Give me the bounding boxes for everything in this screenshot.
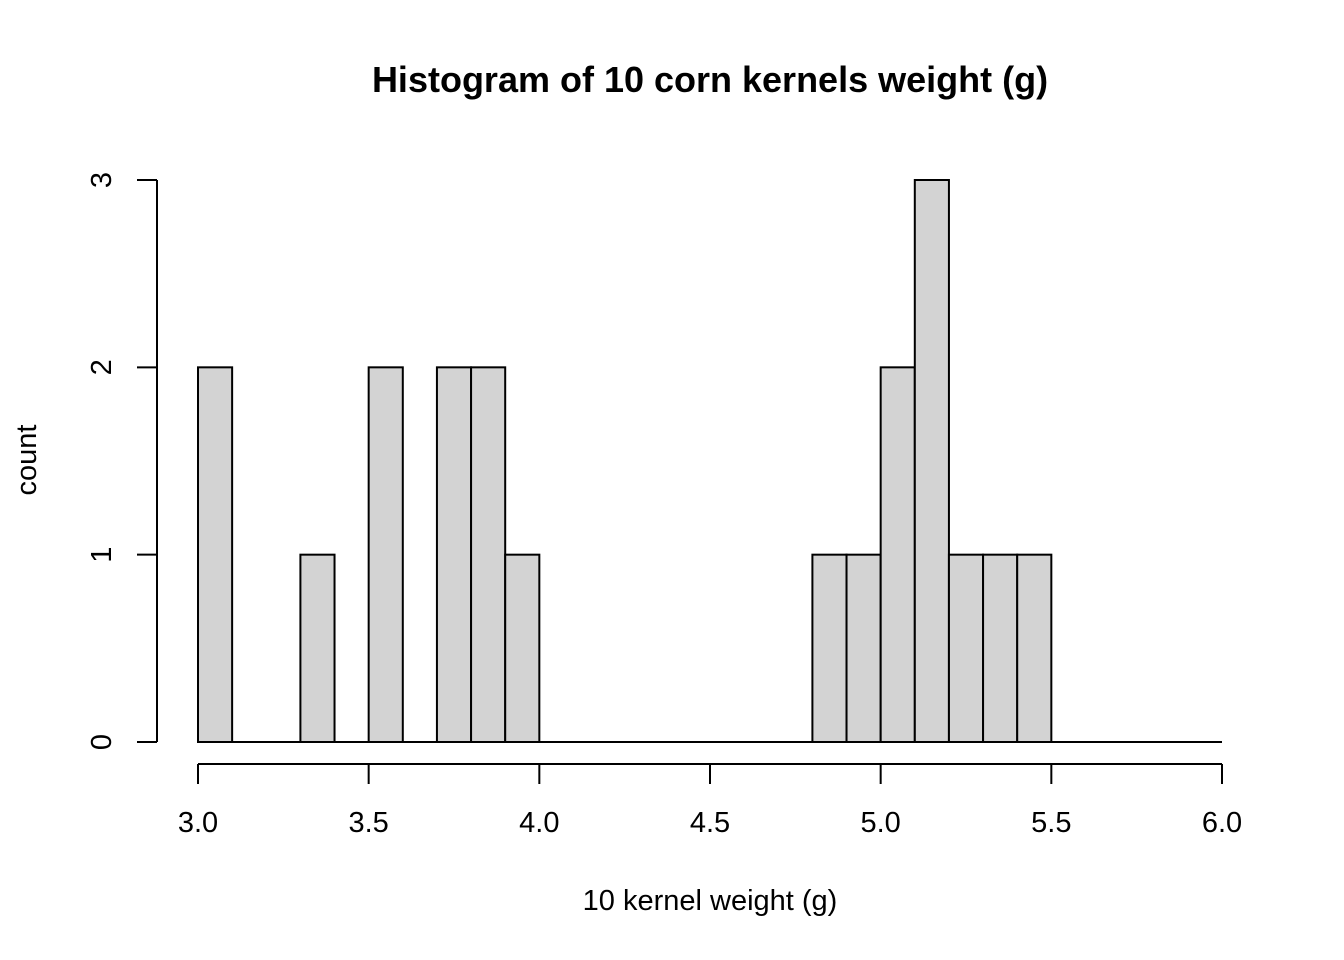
y-axis-label: count bbox=[11, 425, 43, 496]
histogram-bar bbox=[811, 553, 848, 744]
histogram-bar bbox=[435, 366, 473, 743]
x-tick-label: 5.5 bbox=[1031, 807, 1071, 839]
histogram-bar bbox=[470, 366, 507, 743]
bars-group bbox=[197, 179, 1053, 744]
y-tick-label: 0 bbox=[86, 734, 118, 750]
x-tick-label: 5.0 bbox=[861, 807, 901, 839]
x-tick-label: 6.0 bbox=[1202, 807, 1242, 839]
histogram-bar bbox=[197, 366, 234, 743]
histogram-bar bbox=[913, 179, 950, 743]
x-tick-label: 3.5 bbox=[349, 807, 389, 839]
histogram-bar bbox=[1016, 553, 1053, 744]
chart-title: Histogram of 10 corn kernels weight (g) bbox=[372, 59, 1048, 100]
histogram-bar bbox=[504, 553, 541, 744]
y-tick-label: 2 bbox=[86, 359, 118, 375]
histogram-bar bbox=[367, 366, 404, 743]
x-tick-label: 4.0 bbox=[519, 807, 559, 839]
histogram-bar bbox=[982, 553, 1019, 744]
histogram-bar bbox=[299, 553, 336, 744]
y-axis: 0 1 2 3 bbox=[86, 172, 158, 750]
x-tick-label: 3.0 bbox=[178, 807, 218, 839]
x-tick-label: 4.5 bbox=[690, 807, 730, 839]
x-axis: 3.0 3.5 4.0 4.5 5.0 5.5 6.0 bbox=[178, 763, 1242, 839]
histogram-bar bbox=[879, 366, 916, 743]
y-tick-label: 1 bbox=[86, 547, 118, 563]
y-tick-label: 3 bbox=[86, 172, 118, 188]
histogram-bar bbox=[845, 553, 882, 744]
x-axis-label: 10 kernel weight (g) bbox=[583, 885, 838, 917]
histogram-bar bbox=[947, 553, 985, 744]
